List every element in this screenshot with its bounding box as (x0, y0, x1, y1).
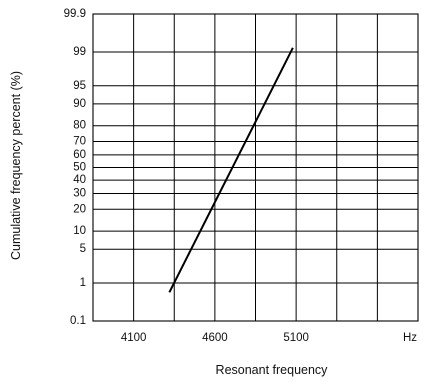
x-tick-label: 4600 (202, 332, 228, 344)
x-tick-label: 4100 (121, 332, 147, 344)
y-tick-label: 60 (73, 149, 86, 161)
x-unit-label: Hz (403, 332, 417, 344)
plot-frame (92, 13, 419, 322)
x-tick-labels: 4100 4600 5100 (121, 332, 309, 344)
y-tick-label: 5 (80, 243, 86, 255)
y-tick-label: 70 (73, 135, 86, 147)
y-tick-label: 99 (73, 46, 86, 58)
y-tick-label: 30 (73, 188, 86, 200)
y-tick-label: 10 (73, 225, 86, 237)
y-tick-label: 50 (73, 162, 86, 174)
series-line (168, 47, 294, 293)
x-axis-title: Resonant frequency (216, 363, 329, 377)
y-tick-label: 0.1 (70, 315, 86, 327)
x-tick-label: 5100 (283, 332, 309, 344)
y-tick-label: 95 (73, 80, 86, 92)
series-lines (168, 47, 294, 293)
grid (92, 13, 419, 322)
y-axis-title: Cumulative frequency percent (%) (9, 71, 23, 260)
y-tick-label: 80 (73, 120, 86, 132)
y-tick-label: 40 (73, 174, 86, 186)
y-tick-label: 20 (73, 203, 86, 215)
y-tick-label: 1 (80, 277, 86, 289)
y-tick-label: 90 (73, 98, 86, 110)
y-tick-label: 99.9 (64, 8, 86, 20)
